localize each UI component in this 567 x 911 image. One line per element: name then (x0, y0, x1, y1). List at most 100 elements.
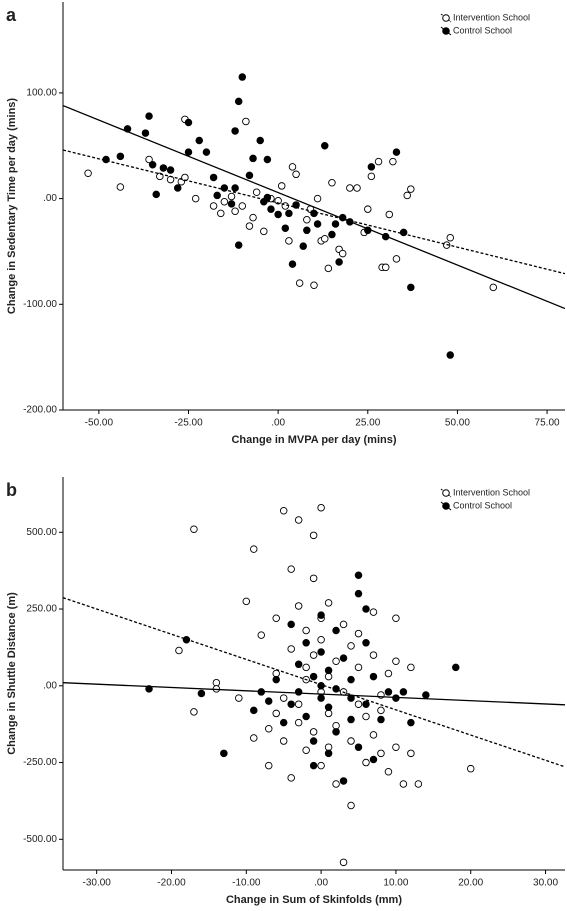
legend-label: Control School (453, 500, 512, 510)
point (184, 118, 193, 127)
point (152, 190, 160, 199)
point (324, 666, 333, 675)
point (407, 749, 415, 758)
point (141, 129, 150, 137)
point (209, 173, 218, 182)
point (309, 737, 318, 745)
point (392, 148, 401, 156)
point (324, 703, 333, 712)
point (102, 155, 110, 164)
point (339, 777, 348, 785)
point (302, 746, 310, 755)
point (317, 682, 325, 690)
point (384, 688, 393, 696)
y-axis-title: Change in Sedentary Time per day (mins) (6, 98, 18, 315)
point (302, 639, 310, 647)
point (369, 672, 378, 681)
panel-label: b (6, 480, 17, 500)
x-tick-label: .00 (314, 878, 328, 889)
point (287, 774, 295, 782)
point (317, 694, 325, 702)
point (377, 706, 385, 715)
point (272, 614, 280, 622)
point (242, 117, 250, 126)
point (281, 224, 290, 232)
point (354, 571, 363, 580)
point (369, 608, 378, 616)
point (347, 801, 355, 810)
point (362, 605, 370, 613)
legend-marker (442, 27, 450, 35)
point (294, 660, 303, 669)
point (332, 657, 340, 665)
point (452, 663, 460, 672)
point (335, 258, 343, 266)
point (279, 718, 288, 727)
point (184, 148, 193, 156)
point (277, 182, 286, 190)
point (332, 728, 340, 736)
point (407, 185, 415, 193)
point (148, 161, 157, 169)
point (279, 694, 288, 702)
point (339, 858, 348, 867)
x-tick-label: 25.00 (355, 418, 380, 429)
point (197, 689, 206, 698)
point (294, 700, 303, 708)
point (407, 663, 415, 672)
point (285, 209, 293, 218)
point (263, 193, 272, 202)
point (279, 737, 288, 745)
point (446, 233, 455, 242)
point (234, 97, 243, 106)
point (324, 743, 333, 751)
point (182, 635, 191, 644)
point (166, 175, 175, 184)
y-tick-label: -500.00 (23, 834, 57, 845)
point (202, 148, 211, 156)
point (294, 688, 303, 696)
point (466, 764, 475, 773)
point (309, 761, 318, 770)
point (227, 200, 236, 208)
point (489, 283, 498, 292)
y-tick-label: .00 (43, 193, 57, 204)
point (303, 226, 311, 235)
point (313, 220, 322, 228)
point (220, 184, 229, 192)
point (389, 157, 397, 166)
point (250, 734, 258, 742)
point (274, 196, 282, 205)
point (264, 725, 273, 733)
legend-marker (442, 14, 450, 22)
x-tick-label: 30.00 (533, 878, 558, 889)
point (403, 191, 411, 200)
point (392, 255, 401, 263)
point (260, 227, 268, 236)
point (321, 235, 329, 243)
point (242, 597, 251, 606)
point (369, 651, 378, 659)
point (407, 283, 415, 292)
point (263, 155, 272, 164)
x-axis-title: Change in MVPA per day (mins) (231, 434, 396, 446)
point (321, 142, 329, 150)
point (272, 675, 280, 684)
point (116, 152, 125, 161)
point (331, 220, 340, 228)
point (250, 545, 258, 553)
panel-label: a (6, 5, 17, 25)
point (250, 706, 258, 715)
point (190, 525, 198, 533)
point (309, 574, 318, 583)
x-tick-label: -10.00 (232, 878, 261, 889)
legend-label: Intervention School (453, 12, 530, 22)
point (381, 263, 390, 272)
point (324, 672, 333, 681)
point (367, 172, 376, 181)
x-tick-label: 10.00 (383, 878, 408, 889)
point (362, 712, 370, 721)
point (249, 213, 257, 222)
